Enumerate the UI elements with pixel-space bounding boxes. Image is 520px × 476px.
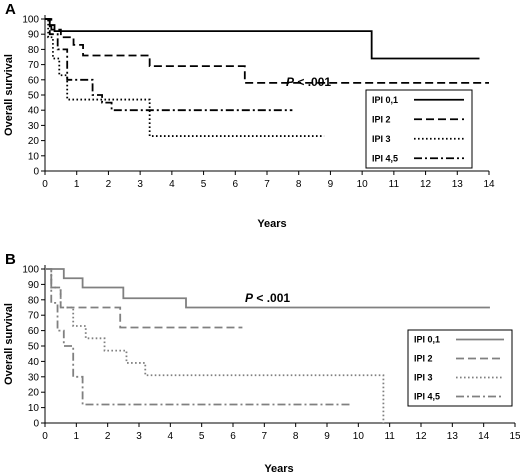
survival-curve-ipi-3 [45, 268, 385, 423]
x-tick-label: 5 [199, 431, 205, 442]
y-tick-label: 50 [28, 91, 40, 102]
survival-curve-ipi-3 [45, 18, 325, 137]
legend-label: IPI 4,5 [372, 153, 398, 163]
x-tick-label: 0 [42, 179, 48, 190]
survival-curve-ipi-0-1 [45, 268, 490, 309]
x-tick-label: 3 [137, 179, 143, 190]
y-tick-label: 0 [33, 167, 39, 178]
x-tick-label: 15 [509, 431, 520, 442]
x-axis-title: Years [264, 463, 293, 475]
y-axis-title: Overall survival [3, 303, 15, 385]
x-tick-label: 8 [293, 431, 299, 442]
survival-curve-ipi-4-5 [45, 18, 293, 112]
x-tick-label: 14 [483, 179, 495, 190]
legend-label: IPI 0,1 [414, 335, 440, 345]
legend-label: IPI 4,5 [414, 392, 440, 402]
x-tick-label: 13 [447, 431, 459, 442]
x-tick-label: 9 [324, 431, 330, 442]
p-value-annotation: P < .001 [245, 291, 290, 305]
y-tick-label: 10 [28, 403, 40, 414]
legend-box [407, 329, 513, 407]
y-tick-label: 40 [28, 357, 40, 368]
y-tick-label: 80 [28, 45, 40, 56]
x-tick-label: 6 [233, 179, 239, 190]
x-tick-label: 14 [478, 431, 490, 442]
y-tick-label: 60 [28, 326, 40, 337]
legend-label: IPI 0,1 [372, 95, 398, 105]
y-tick-label: 60 [28, 75, 40, 86]
x-tick-label: 7 [264, 179, 270, 190]
x-axis-title: Years [257, 218, 286, 230]
x-tick-label: 11 [389, 179, 400, 190]
y-tick-label: 20 [28, 388, 40, 399]
x-tick-label: 3 [136, 431, 142, 442]
x-tick-label: 5 [201, 179, 207, 190]
x-tick-label: 11 [384, 431, 395, 442]
y-tick-label: 40 [28, 106, 40, 117]
panel-label: B [5, 251, 16, 268]
x-tick-label: 1 [74, 179, 80, 190]
y-tick-label: 100 [22, 15, 39, 26]
y-tick-label: 90 [28, 30, 40, 41]
x-tick-label: 13 [452, 179, 464, 190]
legend-label: IPI 2 [372, 114, 391, 124]
x-tick-label: 2 [105, 431, 111, 442]
legend-box [365, 89, 473, 169]
x-tick-label: 1 [74, 431, 80, 442]
x-tick-label: 4 [168, 431, 174, 442]
survival-curve-ipi-2 [45, 18, 489, 84]
x-tick-label: 9 [328, 179, 334, 190]
x-tick-label: 7 [262, 431, 268, 442]
y-tick-label: 80 [28, 295, 40, 306]
legend: IPI 0,1 IPI 2 IPI 3 IPI 4,5 [365, 89, 473, 169]
x-tick-label: 10 [353, 431, 365, 442]
y-tick-label: 10 [28, 151, 40, 162]
x-tick-label: 8 [296, 179, 302, 190]
survival-curve-ipi-0-1 [45, 18, 480, 60]
y-axis-title: Overall survival [3, 54, 15, 136]
y-tick-label: 100 [22, 265, 39, 276]
y-tick-label: 30 [28, 121, 40, 132]
legend-label: IPI 3 [414, 373, 433, 383]
y-tick-label: 70 [28, 311, 40, 322]
y-tick-label: 90 [28, 280, 40, 291]
survival-curve-ipi-4-5 [45, 268, 353, 406]
x-tick-label: 2 [106, 179, 112, 190]
x-tick-label: 12 [415, 431, 427, 442]
panel-label: A [5, 1, 16, 18]
y-tick-label: 70 [28, 60, 40, 71]
x-tick-label: 6 [230, 431, 236, 442]
x-tick-label: 0 [42, 431, 48, 442]
y-tick-label: 30 [28, 372, 40, 383]
legend-label: IPI 2 [414, 354, 433, 364]
x-tick-label: 4 [169, 179, 175, 190]
x-tick-label: 10 [357, 179, 369, 190]
y-tick-label: 50 [28, 342, 40, 353]
legend: IPI 0,1 IPI 2 IPI 3 IPI 4,5 [407, 329, 513, 407]
x-tick-label: 12 [420, 179, 432, 190]
legend-label: IPI 3 [372, 134, 391, 144]
y-tick-label: 20 [28, 136, 40, 147]
y-tick-label: 0 [33, 419, 39, 430]
